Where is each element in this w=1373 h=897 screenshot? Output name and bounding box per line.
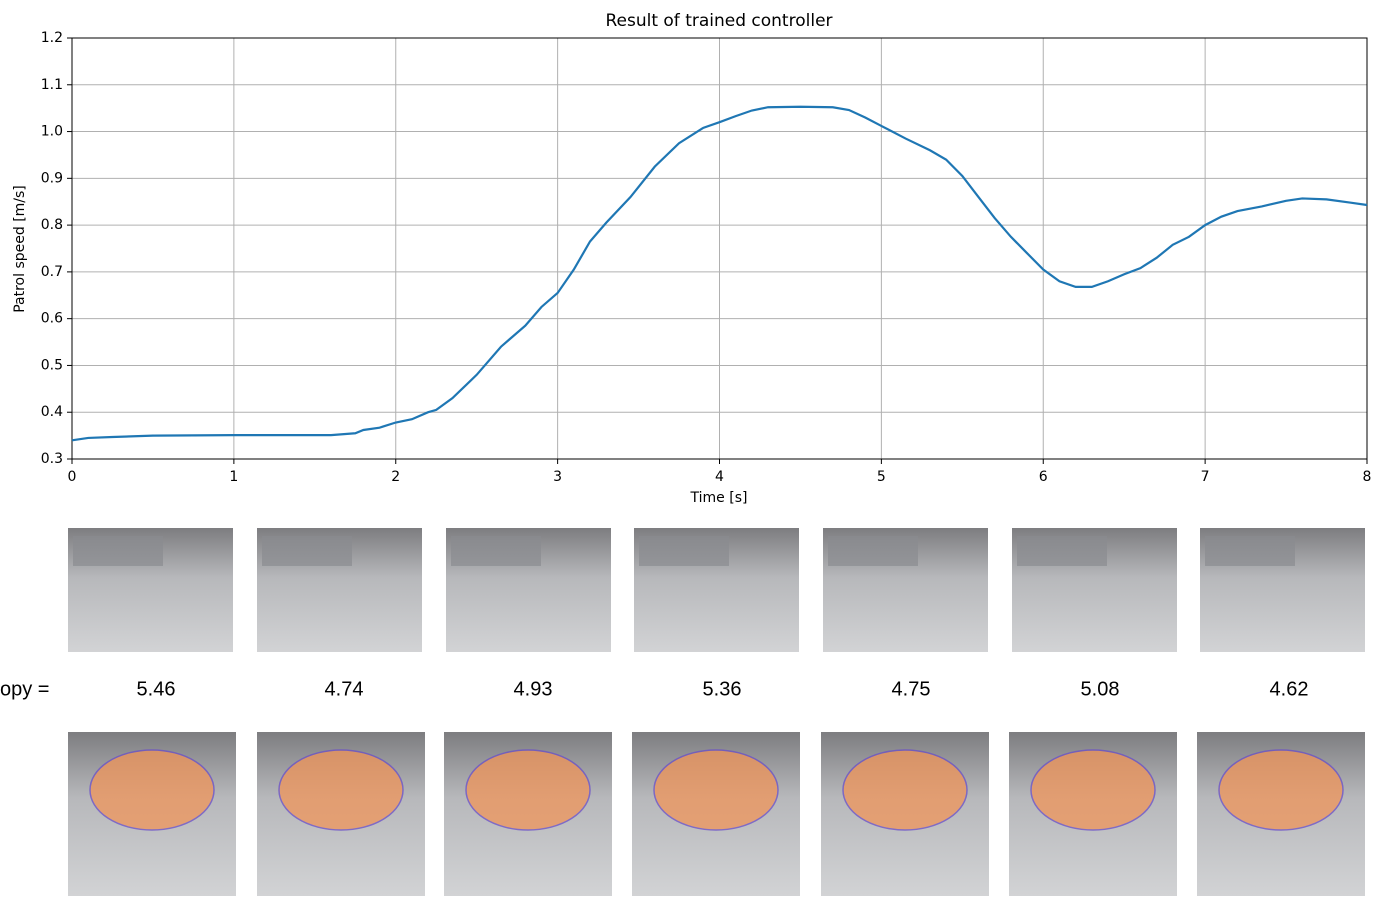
shelf <box>639 536 729 566</box>
y-tick-label: 0.9 <box>41 170 63 186</box>
chart-title: Result of trained controller <box>605 11 832 31</box>
shelf <box>1205 536 1295 566</box>
x-axis-label: Time [s] <box>690 490 748 506</box>
shelf <box>1017 536 1107 566</box>
shelf <box>828 536 918 566</box>
entropy-value: 4.75 <box>892 678 931 700</box>
attention-region <box>842 749 968 831</box>
entropy-value: 4.74 <box>325 678 364 700</box>
y-axis-label: Patrol speed [m/s] <box>12 185 28 313</box>
x-tick-label: 7 <box>1201 469 1210 485</box>
shelf <box>262 536 352 566</box>
y-tick-label: 0.3 <box>41 451 63 467</box>
frames <box>68 528 1365 896</box>
x-tick-label: 4 <box>715 469 724 485</box>
entropy-value: 4.93 <box>514 678 553 700</box>
attention-region <box>1030 749 1156 831</box>
x-tick-label: 3 <box>553 469 562 485</box>
y-tick-label: 1.0 <box>41 124 63 140</box>
y-tick-label: 0.4 <box>41 404 63 420</box>
entropy-value: 5.08 <box>1081 678 1120 700</box>
shelf <box>73 536 163 566</box>
x-tick-label: 6 <box>1039 469 1048 485</box>
plot-frame <box>71 37 1368 460</box>
shelf <box>451 536 541 566</box>
x-tick-label: 1 <box>229 469 238 485</box>
x-tick-label: 5 <box>877 469 886 485</box>
attention-region <box>1218 749 1344 831</box>
entropy-value: 5.36 <box>703 678 742 700</box>
x-tick-label: 0 <box>68 469 77 485</box>
y-tick-label: 0.7 <box>41 264 63 280</box>
x-tick-label: 2 <box>391 469 400 485</box>
y-tick-label: 1.2 <box>41 30 63 46</box>
y-tick-label: 1.1 <box>41 77 63 93</box>
y-tick-label: 0.5 <box>41 357 63 373</box>
y-tick-label: 0.8 <box>41 217 63 233</box>
entropy-value: 5.46 <box>137 678 176 700</box>
attention-region <box>465 749 591 831</box>
attention-region <box>653 749 779 831</box>
y-tick-label: 0.6 <box>41 311 63 327</box>
data-line <box>71 105 1368 442</box>
attention-region <box>278 749 404 831</box>
entropy-label: opy = <box>0 678 49 700</box>
attention-region <box>89 749 215 831</box>
x-tick-label: 8 <box>1363 469 1372 485</box>
entropy-value: 4.62 <box>1270 678 1309 700</box>
